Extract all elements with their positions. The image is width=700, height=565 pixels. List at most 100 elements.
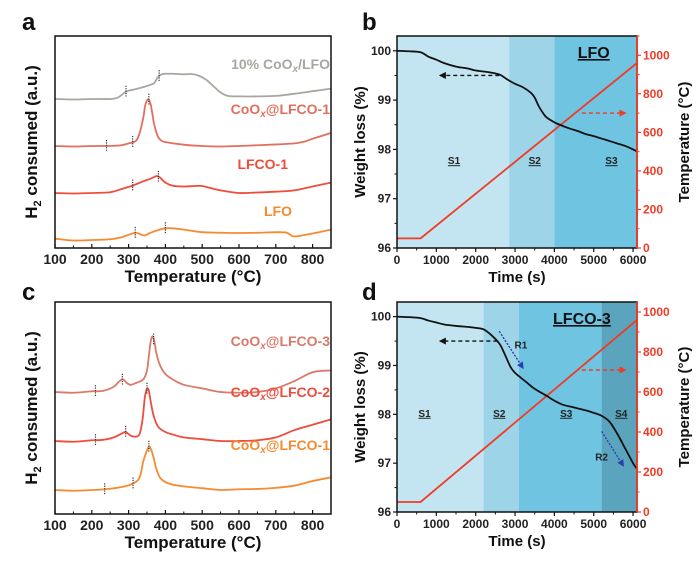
y-right-tick-label: 400 — [643, 425, 663, 439]
panel-letter: b — [362, 9, 377, 36]
y-axis-title-main: H — [22, 206, 41, 218]
x-tick-label: 200 — [80, 251, 104, 267]
series-label: CoOx@LFCO-1 — [231, 101, 331, 120]
series-label-rest: /LFO — [298, 56, 330, 72]
y-right-tick-label: 400 — [643, 164, 663, 178]
weight-loss-line — [396, 49, 638, 153]
series-label: CoOx@LFCO-2 — [231, 384, 331, 403]
x-axis-title: Time (s) — [488, 269, 545, 286]
rate-arrow-label: R2 — [595, 453, 608, 464]
series-label: 10% CoOx/LFO — [231, 56, 330, 75]
y-tick-label: 98 — [378, 407, 392, 421]
plot-bg — [55, 302, 331, 514]
plot-frame — [54, 35, 332, 249]
y-tick-label: 99 — [378, 93, 392, 107]
x-tick-label: 6000 — [620, 517, 647, 531]
y-right-tick-label: 0 — [643, 241, 650, 255]
y-axis-title-rest: consumed (a.u.) — [22, 65, 41, 200]
x-axis-title: Temperature (°C) — [125, 533, 262, 552]
tpr-curve — [54, 98, 332, 148]
y-tick-label: 96 — [378, 505, 392, 519]
weight-loss-line — [396, 315, 638, 470]
plot-frame — [54, 301, 332, 515]
x-tick-label: 0 — [394, 253, 401, 267]
y-axis-title: H2 consumed (a.u.) — [22, 65, 44, 218]
series-label-rest: @LFCO-3 — [266, 333, 330, 349]
x-tick-label: 6000 — [620, 253, 647, 267]
x-tick-label: 800 — [301, 251, 325, 267]
series-label-main: CoO — [231, 384, 261, 400]
stage-region — [483, 302, 519, 512]
y-axis-title: Weight loss (%) — [352, 86, 369, 197]
y-right-tick-label: 200 — [643, 465, 663, 479]
series-label: LFO — [264, 203, 292, 219]
x-axis-title: Time (s) — [488, 533, 545, 550]
x-tick-label: 100 — [43, 251, 67, 267]
y-axis-title-main: H — [22, 472, 41, 484]
stage-region — [601, 302, 637, 512]
x-tick-label: 4000 — [541, 517, 568, 531]
stage-label: S4 — [615, 409, 628, 420]
series-label: CoOx@LFCO-3 — [231, 333, 331, 352]
plot-bg — [55, 36, 331, 248]
series-label-subscript: x — [259, 341, 266, 352]
x-tick-label: 500 — [191, 517, 215, 533]
y-right-tick-label: 800 — [643, 345, 663, 359]
x-tick-label: 5000 — [580, 517, 607, 531]
y-tick-label: 97 — [378, 192, 392, 206]
x-tick-label: 1000 — [423, 253, 450, 267]
rate-arrow-label: R1 — [515, 340, 528, 351]
stage-label: S2 — [493, 409, 506, 420]
series-label-main: CoO — [231, 101, 261, 117]
x-tick-label: 200 — [80, 517, 104, 533]
y-tick-label: 99 — [378, 358, 392, 372]
y-right-tick-label: 1000 — [643, 48, 670, 62]
x-tick-label: 100 — [43, 517, 67, 533]
y-right-tick-label: 0 — [643, 505, 650, 519]
stage-region — [509, 36, 555, 248]
series-label-main: LFCO-1 — [237, 156, 288, 172]
stage-region — [397, 302, 484, 512]
series-label-rest: @LFCO-1 — [266, 101, 330, 117]
x-tick-label: 4000 — [541, 253, 568, 267]
x-tick-label: 3000 — [502, 253, 529, 267]
panel-letter: c — [22, 279, 35, 306]
y-right-axis-title: Temperature (°C) — [676, 82, 693, 203]
temperature-line — [397, 62, 638, 240]
series-label-main: CoO — [231, 333, 261, 349]
series-label: LFCO-1 — [237, 156, 288, 172]
x-tick-label: 2000 — [462, 253, 489, 267]
tpr-curve — [54, 387, 332, 443]
y-tick-label: 98 — [378, 142, 392, 156]
y-right-tick-label: 800 — [643, 87, 663, 101]
sample-label: LFCO-3 — [553, 311, 611, 328]
stage-region — [518, 302, 602, 512]
series-label: CoOx@LFCO-1 — [231, 437, 331, 456]
stage-region — [397, 36, 510, 248]
stage-label: S3 — [560, 409, 573, 420]
x-tick-label: 300 — [117, 251, 141, 267]
sample-label: LFO — [578, 45, 610, 62]
tpr-curve — [54, 175, 332, 195]
x-tick-label: 2000 — [462, 517, 489, 531]
x-tick-label: 800 — [301, 517, 325, 533]
series-label-subscript: x — [259, 445, 266, 456]
tpr-curve — [54, 72, 332, 101]
stage-label: S2 — [529, 156, 542, 167]
series-label-rest: @LFCO-1 — [266, 437, 330, 453]
stage-label: S3 — [605, 156, 618, 167]
x-tick-label: 5000 — [580, 253, 607, 267]
y-right-tick-label: 600 — [643, 125, 663, 139]
tpr-curve — [54, 335, 332, 394]
x-tick-label: 600 — [227, 251, 251, 267]
tpr-curve — [54, 227, 332, 242]
x-tick-label: 1000 — [423, 517, 450, 531]
y-axis-title-subscript: 2 — [32, 200, 44, 206]
series-label-main: 10% CoO — [231, 56, 293, 72]
y-axis-title: H2 consumed (a.u.) — [22, 331, 44, 484]
y-tick-label: 100 — [371, 44, 391, 58]
x-tick-label: 500 — [191, 251, 215, 267]
